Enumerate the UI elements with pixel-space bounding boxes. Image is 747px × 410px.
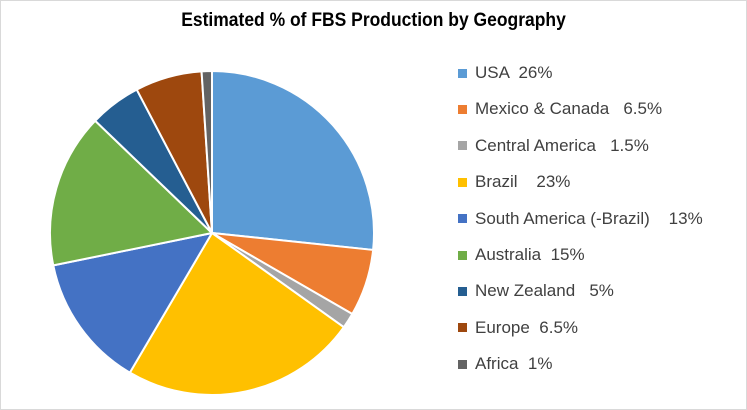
legend-label: Europe 6.5% [475, 317, 579, 337]
legend-label: South America (-Brazil) 13% [475, 208, 703, 228]
legend-label: Australia 15% [475, 245, 585, 264]
legend-label: USA 26% [475, 63, 553, 82]
legend-label: Africa 1% [475, 354, 553, 374]
legend-item: Europe 6.5% [458, 317, 578, 339]
chart-title: Estimated % of FBS Production by Geograp… [181, 10, 566, 31]
legend-swatch [458, 286, 467, 296]
legend-swatch [458, 359, 467, 369]
legend-swatch [458, 141, 467, 151]
legend-swatch [458, 214, 467, 224]
legend-swatch [458, 250, 467, 260]
legend-swatch [458, 104, 467, 114]
legend-item: Australia 15% [458, 244, 585, 266]
legend-swatch [458, 68, 467, 78]
pie-slice-africa [200, 70, 213, 234]
pie-slice-australia [49, 119, 213, 267]
pie-slice-south-america-brazil [52, 232, 213, 374]
legend-item: South America (-Brazil) 13% [458, 208, 703, 230]
legend-label: Mexico & Canada 6.5% [475, 99, 663, 119]
legend-label: New Zealand 5% [475, 281, 614, 301]
legend-label: Central America 1.5% [475, 135, 649, 155]
legend-item: Brazil 23% [458, 171, 570, 193]
legend-item: Africa 1% [458, 353, 552, 375]
legend-item: USA 26% [458, 62, 553, 84]
legend-swatch [458, 323, 467, 333]
legend-item: Central America 1.5% [458, 135, 649, 157]
legend-item: Mexico & Canada 6.5% [458, 98, 662, 120]
legend-item: New Zealand 5% [458, 280, 614, 302]
legend-label: Brazil 23% [475, 172, 571, 192]
pie-slice-brazil [128, 232, 345, 396]
legend-swatch [458, 177, 467, 187]
pie-slice-usa [211, 70, 375, 251]
